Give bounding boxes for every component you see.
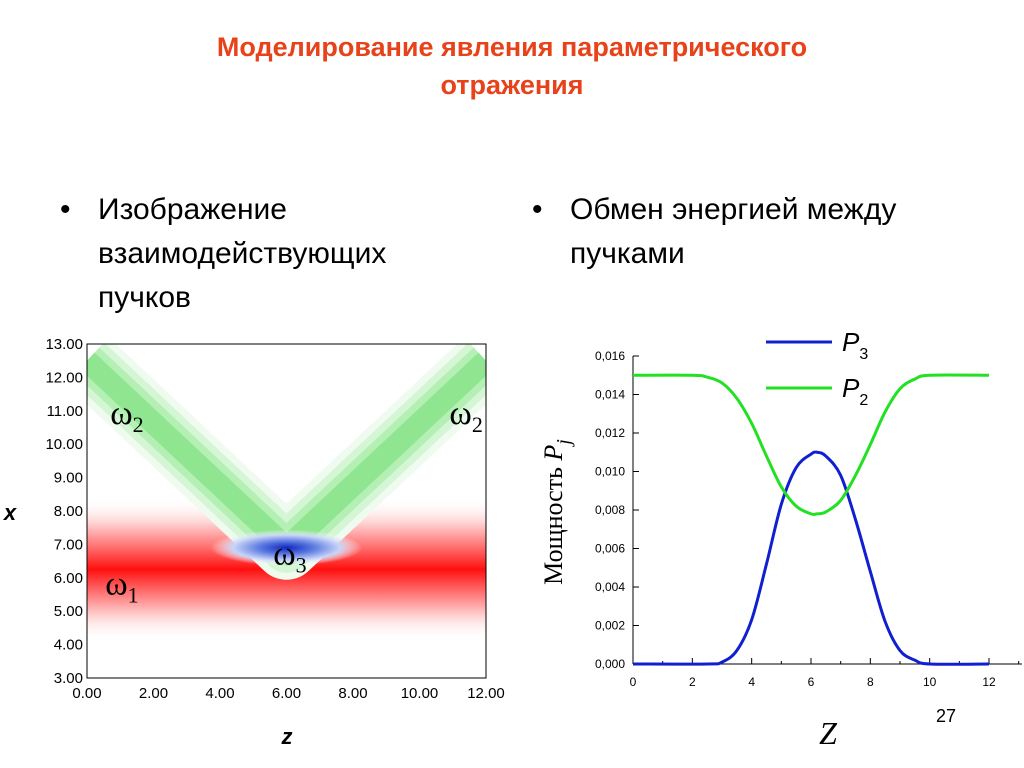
omega-subscript: 2 (133, 412, 144, 437)
bullet-left-text: Изображение взаимодействующих пучков (98, 188, 386, 320)
bullet-left-line: пучков (98, 281, 191, 314)
omega-label: ω1 (105, 566, 138, 608)
omega-label: ω2 (110, 395, 143, 437)
legend-label: P2 (842, 373, 868, 409)
omega-subscript: 2 (472, 412, 483, 437)
heatmap-frame (86, 343, 487, 679)
line-y-label-base: Мощность (539, 461, 568, 585)
heatmap-y-tick-label: 13.00 (45, 336, 83, 353)
heatmap-y-tick-label: 3.00 (54, 670, 83, 687)
series-line-P3 (632, 450, 990, 666)
line-x-tick-label: 8 (867, 675, 874, 689)
bullet-right-line: Обмен энергией между (570, 193, 897, 226)
line-y-tick-label: 0,008 (595, 503, 625, 517)
bullet-right-text: Обмен энергией между пучками (570, 188, 896, 276)
line-series-group (632, 373, 990, 666)
slide-number: 27 (936, 706, 957, 726)
title-line-1: Моделирование явления параметрического (216, 32, 808, 62)
series-line-P2 (632, 373, 990, 516)
line-y-tick-label: 0,006 (595, 542, 625, 556)
bullet-right-line: пучками (570, 237, 685, 270)
heatmap-y-tick-label: 7.00 (54, 536, 83, 553)
bullet-dot-left: • (60, 193, 71, 226)
omega-subscript: 1 (128, 583, 139, 608)
legend-label: P3 (842, 327, 868, 363)
line-y-tick-label: 0,000 (595, 657, 625, 671)
heatmap-x-tick-label: 2.00 (139, 685, 168, 702)
heatmap-x-tick-label: 8.00 (338, 685, 367, 702)
line-y-ticks: 0,000 0,002 0,004 0,006 0,008 0,010 0,012 0,014… (595, 349, 639, 671)
heatmap-x-tick-label: 12.00 (467, 685, 505, 702)
omega-symbol: ω (449, 395, 471, 432)
line-x-tick-label: 6 (808, 675, 815, 689)
heatmap-x-tick-label: 10.00 (401, 685, 439, 702)
heatmap-x-tick-label: 4.00 (205, 685, 234, 702)
omega-symbol: ω (105, 566, 127, 603)
line-x-label: Z (819, 715, 838, 751)
heatmap-x-label: z (281, 724, 293, 749)
line-y-label-sub: j (553, 439, 575, 448)
line-x-tick-label: 0 (630, 675, 637, 689)
heatmap-y-tick-label: 4.00 (54, 637, 83, 654)
line-x-tick-label: 12 (982, 675, 996, 689)
heatmap-y-tick-label: 12.00 (45, 369, 83, 386)
line-y-tick-label: 0,002 (595, 619, 625, 633)
slide-title: Моделирование явления параметрического о… (60, 28, 964, 104)
line-y-tick-label: 0,014 (595, 388, 625, 402)
bullet-left-line: Изображение (98, 193, 287, 226)
line-x-tick-label: 10 (923, 675, 937, 689)
omega-label: ω2 (449, 395, 482, 437)
beam-heatmap: 3.004.005.006.007.008.009.0010.0011.0012… (3, 336, 505, 749)
heatmap-y-tick-label: 6.00 (54, 570, 83, 587)
heatmap-y-tick-label: 11.00 (47, 403, 83, 420)
heatmap-y-tick-label: 9.00 (54, 470, 83, 487)
title-line-2: отражения (440, 70, 584, 100)
bullet-left-line: взаимодействующих (98, 237, 387, 270)
heatmap-x-tick-label: 0.00 (72, 685, 101, 702)
heatmap-y-tick-label: 5.00 (54, 603, 83, 620)
line-y-tick-label: 0,010 (595, 465, 625, 479)
heatmap-y-tick-label: 10.00 (45, 436, 83, 453)
omega-symbol: ω (110, 395, 132, 432)
heatmap-y-label: x (3, 500, 17, 525)
heatmap-x-ticks: 0.00 2.00 4.00 6.00 8.00 10.00 12.00 (72, 685, 504, 702)
heatmap-y-ticks: 3.00 4.00 5.00 6.00 7.00 8.00 9.00 10.00 11.00 12… (45, 336, 83, 687)
line-y-tick-label: 0,012 (595, 426, 625, 440)
power-line-chart: 0,000 0,002 0,004 0,006 0,008 0,010 0,012 0,014… (539, 327, 1022, 751)
line-y-label-symbol: P (539, 445, 568, 462)
line-y-label: Мощность Pj (539, 439, 575, 585)
blue-beam-omega3 (210, 529, 363, 566)
heatmap-x-tick-label: 6.00 (272, 685, 301, 702)
omega-subscript: 3 (296, 552, 307, 577)
line-y-tick-label: 0,016 (595, 349, 625, 363)
heatmap-y-tick-label: 8.00 (54, 503, 83, 520)
omega-symbol: ω (273, 535, 295, 572)
bullet-dot-right: • (532, 193, 543, 226)
line-x-tick-label: 4 (748, 675, 755, 689)
line-x-ticks: 0 2 4 6 8 10 12 (630, 658, 1020, 689)
line-y-tick-label: 0,004 (595, 580, 625, 594)
line-x-tick-label: 2 (689, 675, 696, 689)
blue-beam-spot (210, 529, 363, 566)
omega-label: ω3 (273, 535, 306, 577)
